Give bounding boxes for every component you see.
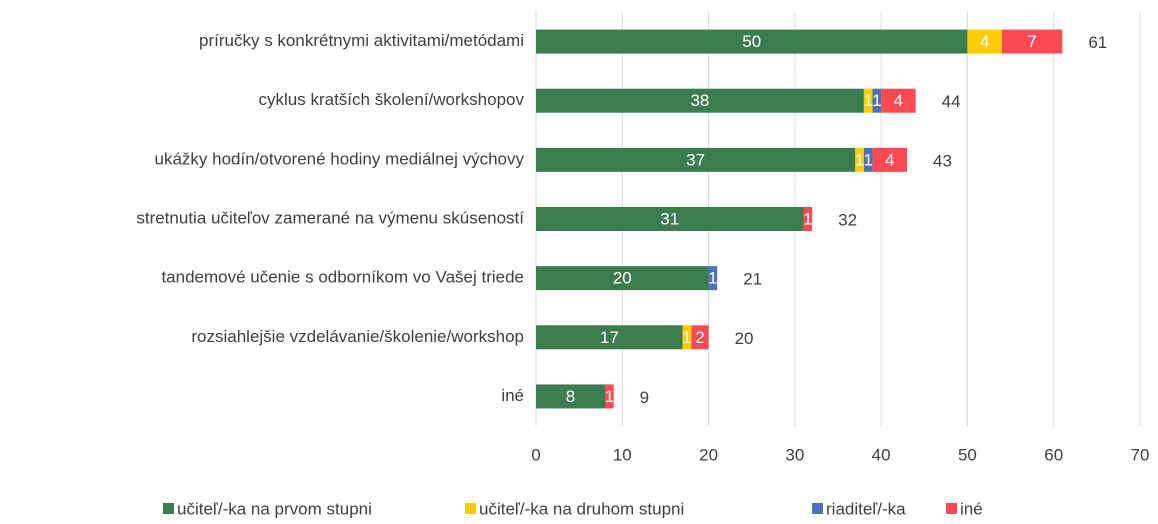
legend-swatch	[946, 503, 957, 514]
legend-label: učiteľ/-ka na prvom stupni	[177, 499, 372, 518]
total-label: 61	[1088, 33, 1107, 52]
x-tick-label: 30	[785, 445, 804, 464]
legend-swatch	[465, 503, 476, 514]
bar-segment	[682, 325, 692, 350]
legend-label: riaditeľ/-ka	[826, 499, 906, 518]
bar-segment	[536, 29, 968, 54]
x-tick-label: 10	[613, 445, 632, 464]
data-label: 1	[605, 387, 614, 406]
bar-segment	[708, 266, 718, 291]
data-label: 37	[686, 150, 705, 169]
data-label: 2	[695, 328, 704, 347]
total-label: 20	[735, 329, 754, 348]
bar-segment	[855, 147, 864, 172]
total-label: 32	[838, 210, 857, 229]
bar-segment	[536, 266, 709, 291]
total-label: 43	[933, 151, 952, 170]
bar-segment	[872, 88, 882, 113]
legend-label: iné	[960, 499, 983, 518]
total-label: 44	[942, 92, 961, 111]
x-tick-label: 40	[872, 445, 891, 464]
bar-segment	[1001, 29, 1063, 54]
data-label: 20	[613, 269, 632, 288]
bar-segment	[605, 384, 614, 409]
bar-segment	[536, 88, 864, 113]
bar-segment	[691, 325, 709, 350]
data-label: 1	[863, 91, 872, 110]
data-label: 8	[566, 387, 575, 406]
data-label: 4	[885, 150, 894, 169]
data-label: 4	[894, 91, 903, 110]
bar-segment	[536, 384, 606, 409]
x-tick-label: 20	[699, 445, 718, 464]
x-tick-label: 0	[531, 445, 540, 464]
bar-segment	[536, 147, 856, 172]
data-label: 1	[855, 150, 864, 169]
bar-segment	[803, 207, 813, 231]
bar-segment	[536, 207, 804, 231]
data-label: 1	[682, 328, 691, 347]
data-label: 50	[742, 32, 761, 51]
data-label: 7	[1027, 32, 1036, 51]
bar-segment	[536, 325, 683, 350]
x-tick-label: 60	[1044, 445, 1063, 464]
y-tick-label: ukážky hodín/otvorené hodiny mediálnej v…	[155, 149, 525, 168]
data-label: 38	[690, 91, 709, 110]
data-label: 4	[980, 32, 989, 51]
data-label: 1	[708, 269, 717, 288]
data-label: 31	[660, 209, 679, 228]
y-tick-label: tandemové učenie s odborníkom vo Vašej t…	[161, 268, 524, 287]
data-label: 1	[863, 150, 872, 169]
bar-segment	[863, 88, 873, 113]
bar-segment	[863, 147, 873, 172]
y-tick-label: iné	[501, 386, 524, 405]
data-label: 1	[803, 209, 812, 228]
y-tick-label: príručky s konkrétnymi aktivitami/metóda…	[199, 31, 524, 50]
total-label: 9	[640, 388, 649, 407]
data-label: 17	[600, 328, 619, 347]
bar-segment	[872, 147, 908, 172]
data-label: 1	[872, 91, 881, 110]
x-tick-label: 50	[958, 445, 977, 464]
total-label: 21	[743, 270, 762, 289]
bar-segment	[967, 29, 1002, 54]
legend-swatch	[812, 503, 823, 514]
legend-label: učiteľ/-ka na druhom stupni	[479, 499, 684, 518]
y-tick-label: stretnutia učiteľov zamerané na výmenu s…	[136, 208, 524, 227]
y-tick-label: cyklus kratších školení/workshopov	[259, 90, 525, 109]
legend-swatch	[163, 503, 174, 514]
x-tick-label: 70	[1131, 445, 1150, 464]
bar-segment	[881, 88, 916, 113]
y-tick-label: rozsiahlejšie vzdelávanie/školenie/works…	[191, 327, 524, 346]
